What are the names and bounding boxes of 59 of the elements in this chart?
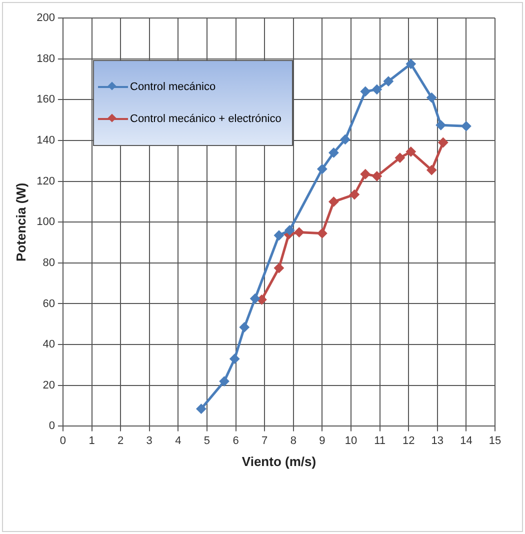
point bbox=[328, 148, 339, 158]
x-tick-label: 12 bbox=[402, 434, 415, 447]
x-tick-label: 8 bbox=[290, 434, 296, 447]
y-tick-label: 120 bbox=[36, 175, 55, 188]
point bbox=[426, 165, 437, 176]
x-tick-label: 11 bbox=[374, 434, 386, 447]
point bbox=[250, 294, 260, 304]
y-tick-label: 180 bbox=[36, 52, 55, 65]
y-tick-label: 200 bbox=[36, 12, 55, 24]
x-tick-label: 1 bbox=[88, 434, 95, 447]
y-axis-title: Potencia (W) bbox=[13, 182, 28, 262]
point bbox=[436, 120, 446, 130]
point bbox=[461, 121, 472, 132]
x-tick-label: 0 bbox=[60, 434, 66, 447]
y-tick-label: 160 bbox=[36, 94, 55, 106]
x-tick-label: 10 bbox=[344, 434, 358, 447]
x-tick-label: 2 bbox=[117, 434, 124, 447]
point bbox=[317, 228, 328, 238]
point bbox=[317, 164, 328, 174]
point bbox=[219, 376, 230, 386]
y-tick-label: 0 bbox=[48, 420, 55, 432]
point bbox=[274, 230, 284, 240]
point bbox=[360, 86, 370, 96]
x-tick-label: 4 bbox=[175, 434, 182, 447]
point bbox=[406, 146, 416, 157]
point bbox=[284, 225, 295, 236]
legend-label: Control mecánico bbox=[130, 81, 216, 93]
point bbox=[349, 190, 360, 200]
legend-label: Control mecánico + electrónico bbox=[130, 113, 282, 125]
x-tick-label: 14 bbox=[460, 434, 472, 447]
point bbox=[230, 354, 240, 364]
point bbox=[372, 84, 382, 94]
y-tick-label: 140 bbox=[36, 134, 55, 146]
point bbox=[196, 404, 206, 414]
x-tick-label: 5 bbox=[204, 434, 210, 447]
point bbox=[239, 322, 250, 332]
point bbox=[294, 227, 304, 238]
point bbox=[383, 76, 394, 86]
point bbox=[340, 134, 350, 144]
x-axis-title: Viento (m/s) bbox=[242, 454, 316, 469]
x-tick-label: 9 bbox=[319, 434, 326, 447]
point bbox=[274, 263, 284, 274]
point bbox=[394, 152, 405, 163]
point bbox=[360, 169, 370, 180]
x-tick-label: 6 bbox=[232, 434, 239, 447]
point bbox=[406, 58, 416, 69]
point bbox=[328, 196, 339, 207]
y-tick-label: 20 bbox=[42, 379, 55, 392]
x-tick-label: 7 bbox=[262, 434, 268, 447]
point bbox=[372, 171, 382, 182]
x-tick-label: 15 bbox=[488, 434, 502, 447]
y-tick-label: 60 bbox=[42, 298, 55, 310]
point bbox=[426, 92, 437, 103]
y-tick-label: 100 bbox=[36, 216, 55, 228]
y-tick-label: 80 bbox=[42, 256, 55, 269]
x-tick-label: 13 bbox=[431, 434, 444, 447]
x-tick-label: 3 bbox=[146, 434, 152, 447]
point bbox=[438, 138, 448, 148]
y-tick-label: 40 bbox=[42, 338, 55, 351]
